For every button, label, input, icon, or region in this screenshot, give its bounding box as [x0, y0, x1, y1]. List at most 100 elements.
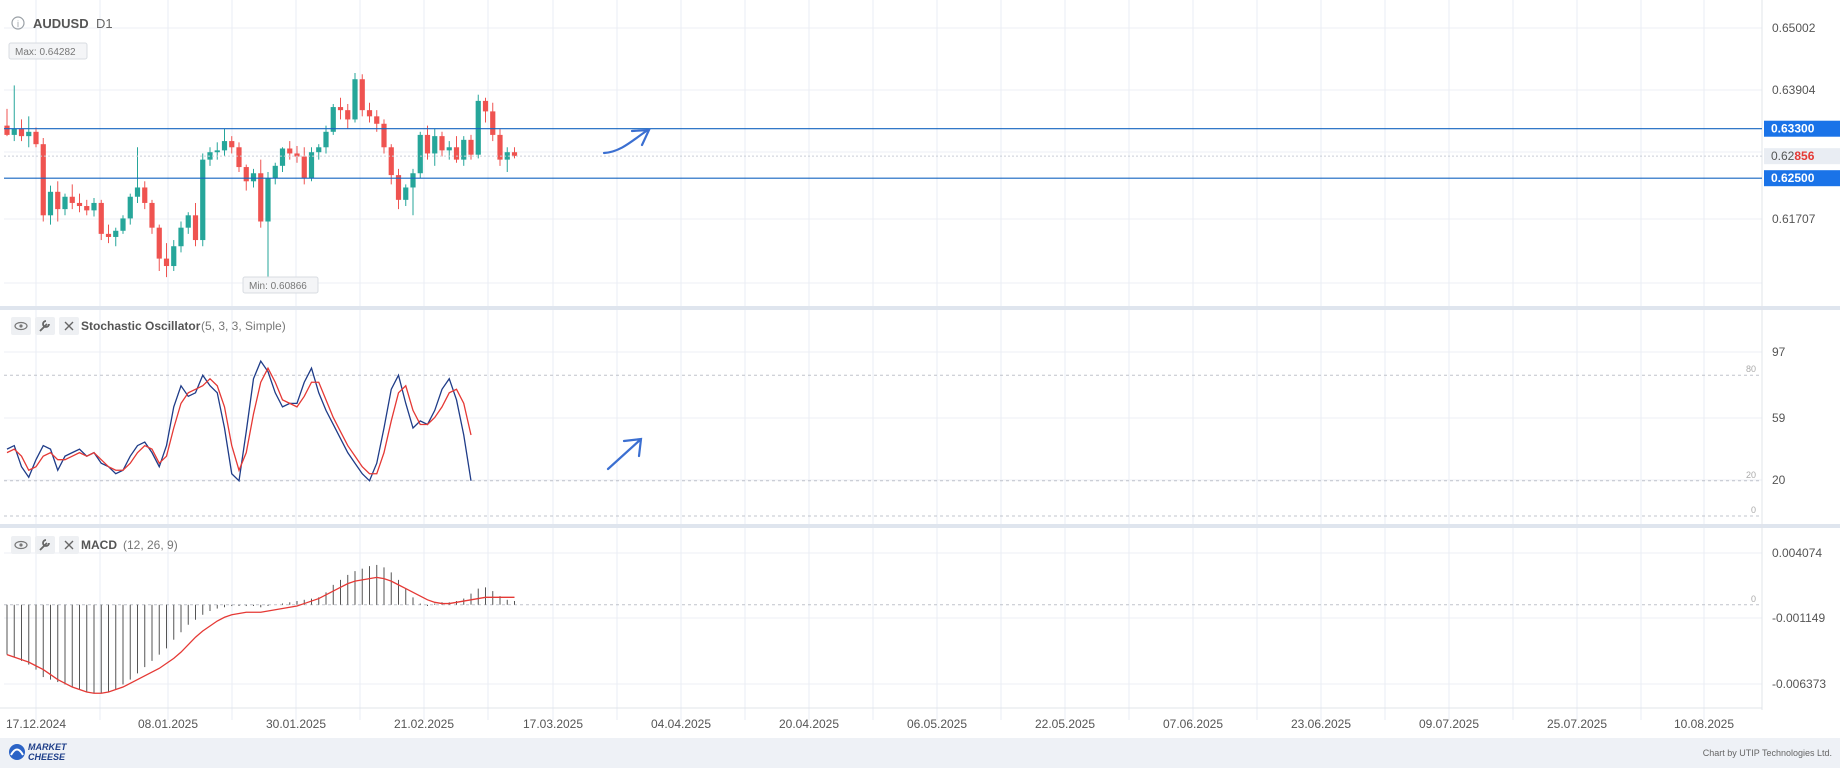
candle-body: [91, 202, 97, 211]
candle-body: [149, 202, 155, 228]
candle-body: [359, 79, 365, 111]
candle-body: [265, 178, 271, 222]
price-tick-label: 0.61707: [1772, 212, 1816, 226]
date-tick-label: 20.04.2025: [779, 717, 839, 731]
candle-body: [461, 139, 467, 160]
date-tick-label: 04.04.2025: [651, 717, 711, 731]
stochastic-line-k: [6, 359, 472, 483]
candle-body: [214, 150, 220, 153]
candle-body: [156, 227, 162, 259]
price-panel[interactable]: 0.63300 0.62500 0.62856 0.65002 0.63904 0.61…: [4, 21, 1840, 280]
macd-panel[interactable]: 0 0.004074 -0.001149 -0.006373 MACD (12, 2…: [4, 536, 1826, 694]
svg-text:CHEESE: CHEESE: [28, 752, 66, 762]
candle-body: [374, 116, 380, 124]
symbol-label: AUDUSD: [33, 16, 89, 31]
stochastic-header: Stochastic Oscillator (5, 3, 3, Simple): [11, 317, 286, 335]
candle-body: [105, 233, 112, 237]
candle-body: [185, 215, 191, 228]
date-tick-label: 30.01.2025: [266, 717, 326, 731]
candle-body: [163, 258, 170, 267]
candle-body: [120, 218, 126, 231]
candle-body: [98, 202, 104, 234]
current-price-badge: [1764, 148, 1840, 165]
price-tick-label: 0.65002: [1772, 21, 1816, 35]
candle-body: [127, 196, 133, 219]
date-tick-label: 17.03.2025: [523, 717, 583, 731]
candle-body: [345, 110, 351, 120]
credit-text: Chart by UTIP Technologies Ltd.: [1703, 748, 1832, 758]
candle-body: [272, 165, 278, 179]
stochastic-tick-label: 20: [1772, 473, 1786, 487]
market-cheese-logo[interactable]: MARKET CHEESE: [9, 742, 68, 762]
candle-body: [287, 148, 293, 154]
candle-body: [229, 141, 235, 148]
candle-body: [134, 187, 141, 197]
candle-body: [76, 202, 83, 207]
stochastic-tick-label: 97: [1772, 345, 1786, 359]
candle-body: [294, 153, 300, 157]
horizontal-levels[interactable]: 0.63300 0.62500 0.62856: [4, 120, 1840, 187]
timeframe-label[interactable]: D1: [96, 16, 113, 31]
macd-histogram: [6, 564, 515, 694]
macd-signal-line: [6, 576, 515, 694]
stochastic-levels: 80 20 0: [4, 364, 1762, 517]
stochastic-axis: 97 59 20: [1772, 345, 1786, 487]
level-badge: [1764, 120, 1840, 137]
candle-body: [424, 134, 431, 154]
zero-label: 0: [1751, 594, 1756, 604]
candle-body: [352, 79, 358, 120]
candle-body: [250, 173, 257, 182]
chart-header: i AUDUSD D1: [11, 16, 113, 31]
info-icon[interactable]: [11, 16, 25, 30]
footer: MARKET CHEESE Chart by UTIP Technologies…: [0, 738, 1840, 768]
date-tick-label: 22.05.2025: [1035, 717, 1095, 731]
candle-body: [381, 123, 387, 148]
candle-body: [432, 136, 438, 154]
candle-body: [26, 131, 32, 137]
signal-line: [6, 576, 515, 694]
candle-body: [207, 152, 213, 160]
date-tick-label: 21.02.2025: [394, 717, 454, 731]
panel-separator: [0, 306, 1840, 310]
candle-body: [18, 128, 25, 137]
candle-body: [453, 147, 460, 160]
candle-body: [497, 134, 503, 160]
candle-body: [142, 187, 148, 203]
level-label: 0.62500: [1771, 171, 1815, 185]
candle-body: [200, 159, 206, 241]
candle-body: [366, 110, 373, 117]
candle-body: [279, 148, 286, 166]
candle-body: [4, 125, 10, 135]
macd-params: (12, 26, 9): [123, 538, 178, 552]
candle-body: [62, 196, 68, 210]
stochastic-lines: [6, 359, 472, 483]
macd-title: MACD: [81, 538, 117, 552]
date-tick-label: 09.07.2025: [1419, 717, 1479, 731]
candle-body: [47, 191, 54, 216]
date-tick-label: 23.06.2025: [1291, 717, 1351, 731]
candle-body: [330, 107, 336, 132]
candle-body: [221, 141, 228, 151]
grid-lines: [0, 0, 1840, 720]
stochastic-line-d: [6, 366, 472, 475]
candle-body: [308, 152, 315, 179]
svg-text:Max: 0.64282: Max: 0.64282: [15, 47, 76, 58]
forecast-arrow-up: [602, 128, 651, 155]
current-price-label: 0.62856: [1771, 149, 1815, 163]
date-tick-label: 08.01.2025: [138, 717, 198, 731]
candle-body: [417, 134, 423, 174]
stochastic-tick-label: 59: [1772, 411, 1786, 425]
level-label: 20: [1746, 470, 1756, 480]
stochastic-panel[interactable]: 80 20 0 97 59 20 Stochastic Oscillator (5, 3…: [4, 317, 1786, 517]
candle-body: [504, 152, 510, 160]
macd-tick-label: -0.001149: [1772, 611, 1825, 625]
candle-body: [316, 147, 322, 153]
candle-body: [482, 100, 489, 112]
min-badge: Min: 0.60866: [242, 276, 319, 294]
svg-text:i: i: [17, 19, 19, 29]
candle-body: [113, 230, 119, 237]
candle-body: [192, 215, 199, 241]
panel-separator: [0, 524, 1840, 528]
candle-body: [33, 131, 39, 145]
